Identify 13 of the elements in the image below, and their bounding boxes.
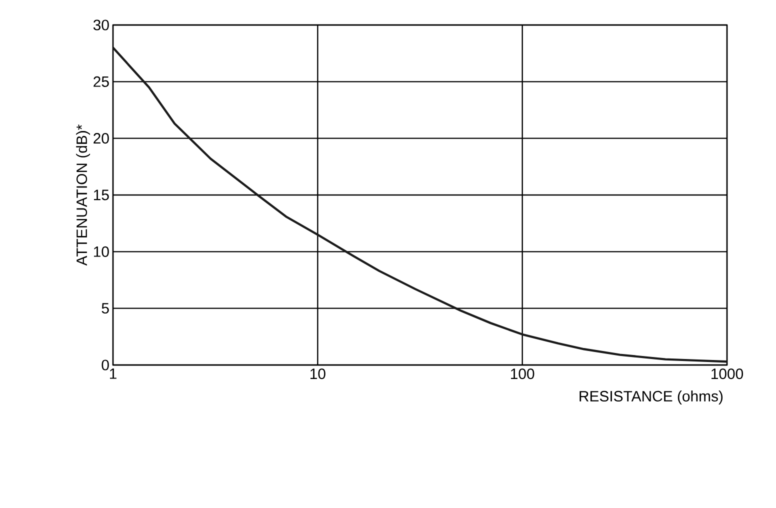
y-axis-title: ATTENUATION (dB)*	[76, 124, 90, 266]
x-tick-label: 1000	[712, 368, 744, 380]
y-tick-label: 10	[94, 246, 109, 257]
y-tick-label: 30	[93, 20, 109, 30]
x-axis-title: RESISTANCE (ohms)	[580, 390, 723, 404]
y-tick-label: 0	[102, 360, 109, 370]
y-tick-label: 20	[94, 133, 109, 144]
y-tick-label: 15	[94, 190, 109, 200]
x-tick-label: 10	[310, 368, 326, 380]
x-tick-label: 100	[511, 368, 534, 380]
x-tick-label: 1	[110, 368, 116, 379]
y-tick-label: 25	[94, 76, 109, 87]
y-tick-label: 5	[102, 303, 109, 314]
